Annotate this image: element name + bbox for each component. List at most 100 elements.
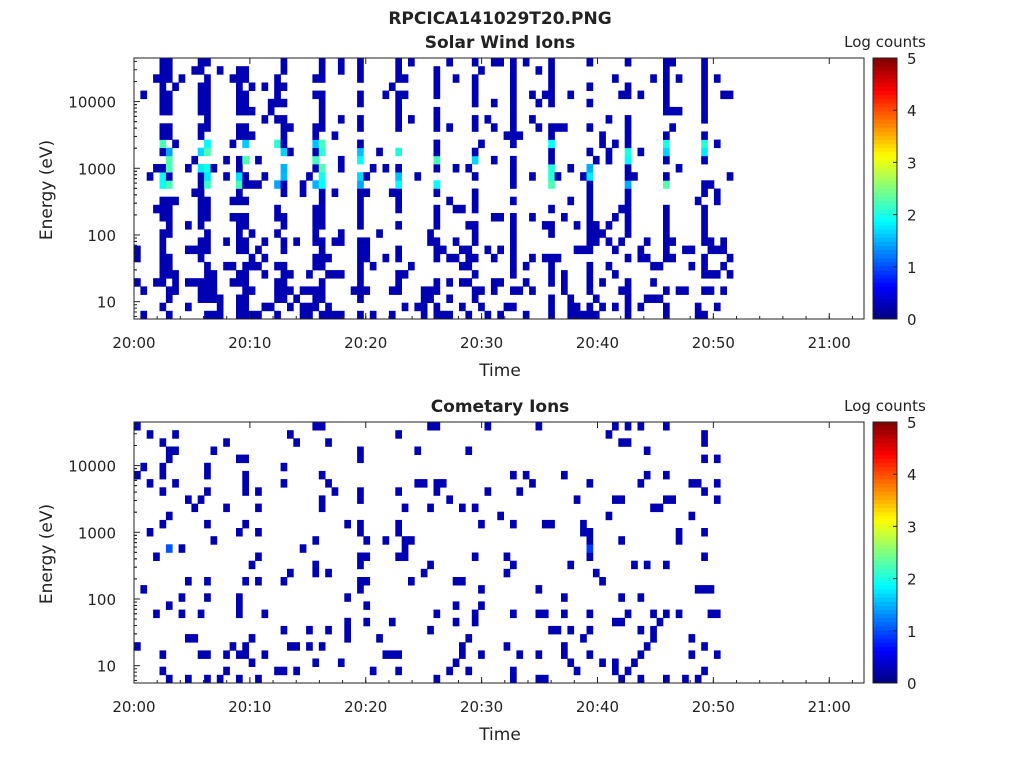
spectrogram-cell [267, 302, 275, 312]
spectrogram-cell [484, 310, 492, 320]
spectrogram-cell [465, 278, 473, 287]
spectrogram-cell [567, 625, 575, 635]
spectrogram-cell [318, 204, 326, 214]
spectrogram-cell [726, 270, 734, 279]
spectrogram-cell [618, 593, 625, 602]
spectrogram-cell [318, 213, 326, 222]
spectrogram-cell [414, 446, 422, 455]
spectrogram-cell [236, 270, 243, 279]
spectrogram-cell [510, 82, 517, 91]
spectrogram-cell [618, 204, 625, 214]
spectrogram-cell [510, 519, 517, 529]
spectrogram-cell [471, 237, 479, 246]
spectrogram-cell [637, 422, 645, 431]
spectrogram-cell [159, 139, 167, 149]
spectrogram-cell [395, 196, 402, 206]
spectrogram-cell [478, 650, 485, 659]
spectrogram-cell [306, 302, 313, 312]
spectrogram-cell [363, 617, 371, 627]
spectrogram-cell [242, 310, 249, 320]
spectrogram-cell [229, 74, 237, 83]
spectrogram-cell [363, 253, 371, 263]
spectrogram-cell [478, 302, 485, 312]
colorbar-step [873, 62, 897, 67]
spectrogram-cell [210, 310, 218, 320]
spectrogram-cell [357, 204, 364, 214]
spectrogram-cell [408, 577, 415, 586]
spectrogram-cell [701, 585, 708, 594]
spectrogram-cell [172, 196, 179, 206]
spectrogram-cell [388, 188, 396, 197]
spectrogram-cell [318, 74, 326, 83]
colorbar-step [873, 454, 897, 460]
spectrogram-cell [663, 131, 670, 140]
spectrogram-cell [248, 131, 256, 140]
spectrogram-cell [165, 601, 173, 610]
spectrogram-cell [204, 294, 211, 303]
spectrogram-cell [261, 253, 269, 263]
colorbar-step [873, 168, 897, 173]
spectrogram-cell [210, 446, 218, 455]
spectrogram-cell [185, 577, 192, 586]
spectrogram-cell [713, 495, 721, 504]
spectrogram-cell [478, 286, 485, 295]
spectrogram-cell [204, 139, 211, 149]
spectrogram-cell [185, 495, 192, 504]
spectrogram-cell [287, 430, 294, 439]
spectrogram-cell [713, 650, 721, 659]
spectrogram-cell [299, 188, 307, 197]
colorbar-step [873, 98, 897, 104]
colorbar-step [873, 585, 897, 590]
spectrogram-cell [293, 642, 300, 651]
spectrogram-cell [312, 204, 320, 214]
spectrogram-cell [586, 278, 594, 287]
spectrogram-cell [204, 123, 211, 132]
spectrogram-cell [357, 221, 364, 230]
spectrogram-cell [204, 229, 211, 238]
spectrogram-cell [605, 261, 613, 271]
spectrogram-cell [529, 213, 536, 222]
spectrogram-cell [624, 278, 632, 287]
spectrogram-cell [146, 479, 154, 488]
colorbar-step [873, 560, 897, 566]
colorbar-tick-label: 0 [907, 311, 917, 329]
spectrogram-cell [554, 172, 562, 181]
spectrogram-cell [153, 278, 160, 287]
spectrogram-cell [510, 115, 517, 124]
spectrogram-cell [395, 115, 402, 124]
spectrogram-cell [446, 666, 453, 676]
spectrogram-cell [197, 196, 205, 206]
spectrogram-cell [165, 286, 173, 295]
colorbar-step [873, 499, 897, 504]
spectrogram-cell [357, 487, 364, 496]
spectrogram-cell [510, 131, 517, 140]
colorbar-step [873, 654, 897, 659]
spectrogram-cell [701, 155, 708, 165]
spectrogram-cell [643, 237, 651, 246]
spectrogram-cell [701, 115, 708, 124]
colorbar-step [873, 666, 897, 672]
spectrogram-cell [663, 302, 670, 312]
spectrogram-cell [401, 90, 409, 100]
spectrogram-cell [567, 90, 575, 100]
spectrogram-cell [318, 422, 326, 431]
y-tick-label: 10 [97, 294, 116, 312]
spectrogram-cell [701, 74, 708, 83]
spectrogram-cell [242, 98, 249, 108]
spectrogram-cell [255, 487, 262, 496]
spectrogram-cell [325, 310, 332, 320]
colorbar-step [873, 176, 897, 181]
spectrogram-cell [369, 261, 377, 271]
spectrogram-cell [439, 245, 447, 255]
spectrogram-cell [197, 123, 205, 132]
spectrogram-cell [510, 261, 517, 271]
spectrogram-cell [299, 302, 307, 312]
spectrogram-cell [395, 164, 402, 173]
spectrogram-cell [382, 253, 390, 263]
spectrogram-cell [274, 229, 281, 238]
spectrogram-cell [573, 666, 581, 676]
spectrogram-cell [255, 528, 262, 537]
spectrogram-cell [669, 495, 676, 504]
y-tick-label: 10000 [68, 94, 116, 112]
spectrogram-cell [420, 302, 428, 312]
